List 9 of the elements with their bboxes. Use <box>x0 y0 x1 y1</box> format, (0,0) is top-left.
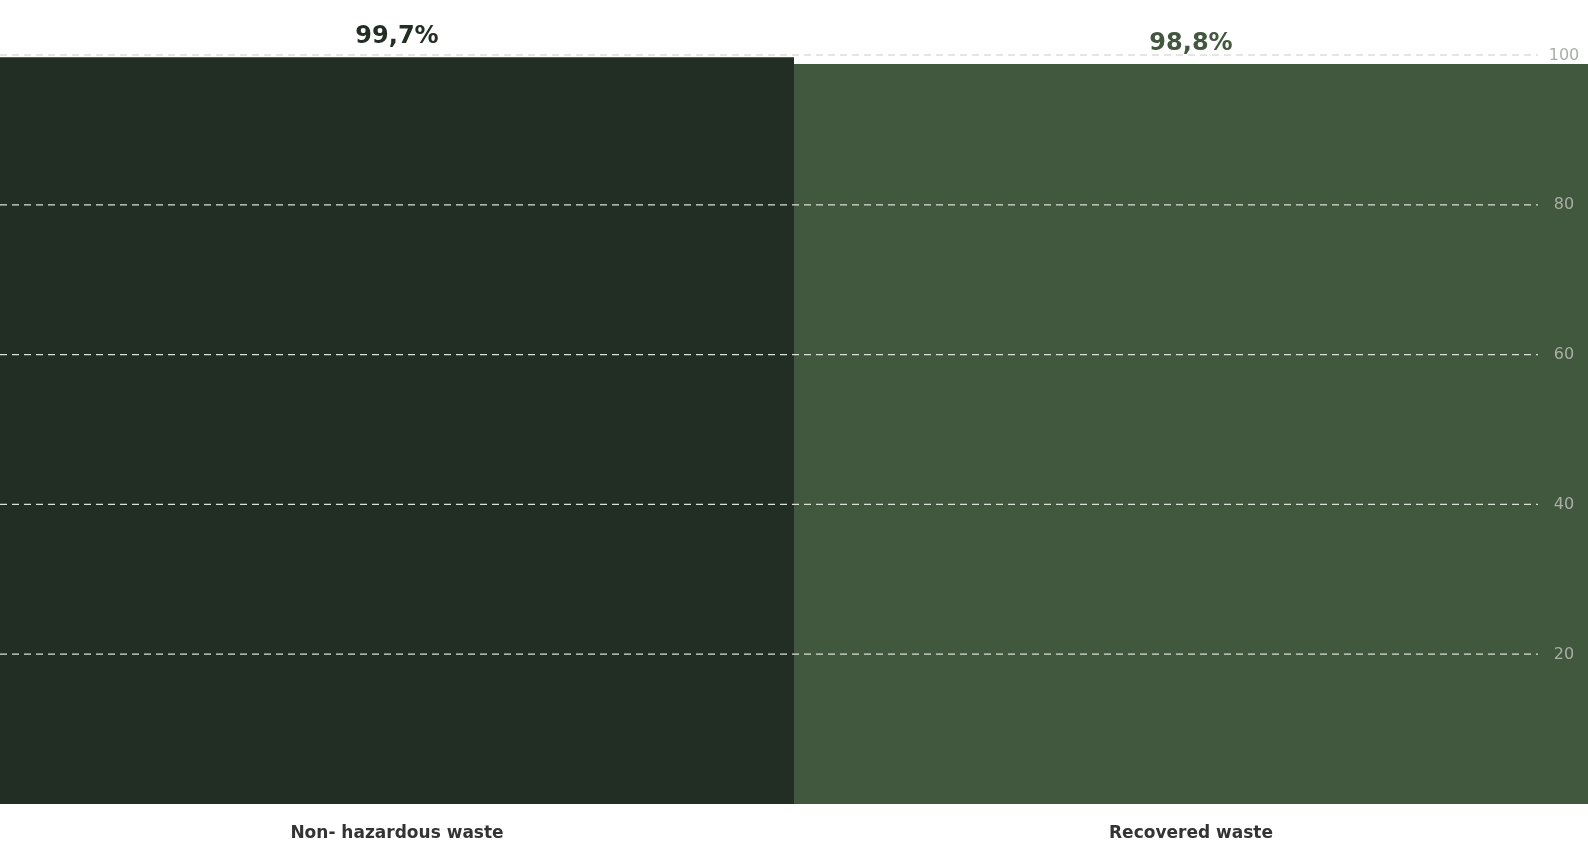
data-label: 98,8% <box>1149 27 1233 56</box>
x-tick-label: Recovered waste <box>1109 822 1273 842</box>
y-tick-label: 100 <box>1548 44 1580 64</box>
y-tick-label: 80 <box>1553 194 1575 214</box>
y-tick-label: 40 <box>1553 493 1575 513</box>
y-tick-label: 60 <box>1553 344 1575 364</box>
y-tick-label: 20 <box>1553 643 1575 663</box>
x-tick-label: Non- hazardous waste <box>290 822 504 842</box>
data-label: 99,7% <box>355 21 439 50</box>
